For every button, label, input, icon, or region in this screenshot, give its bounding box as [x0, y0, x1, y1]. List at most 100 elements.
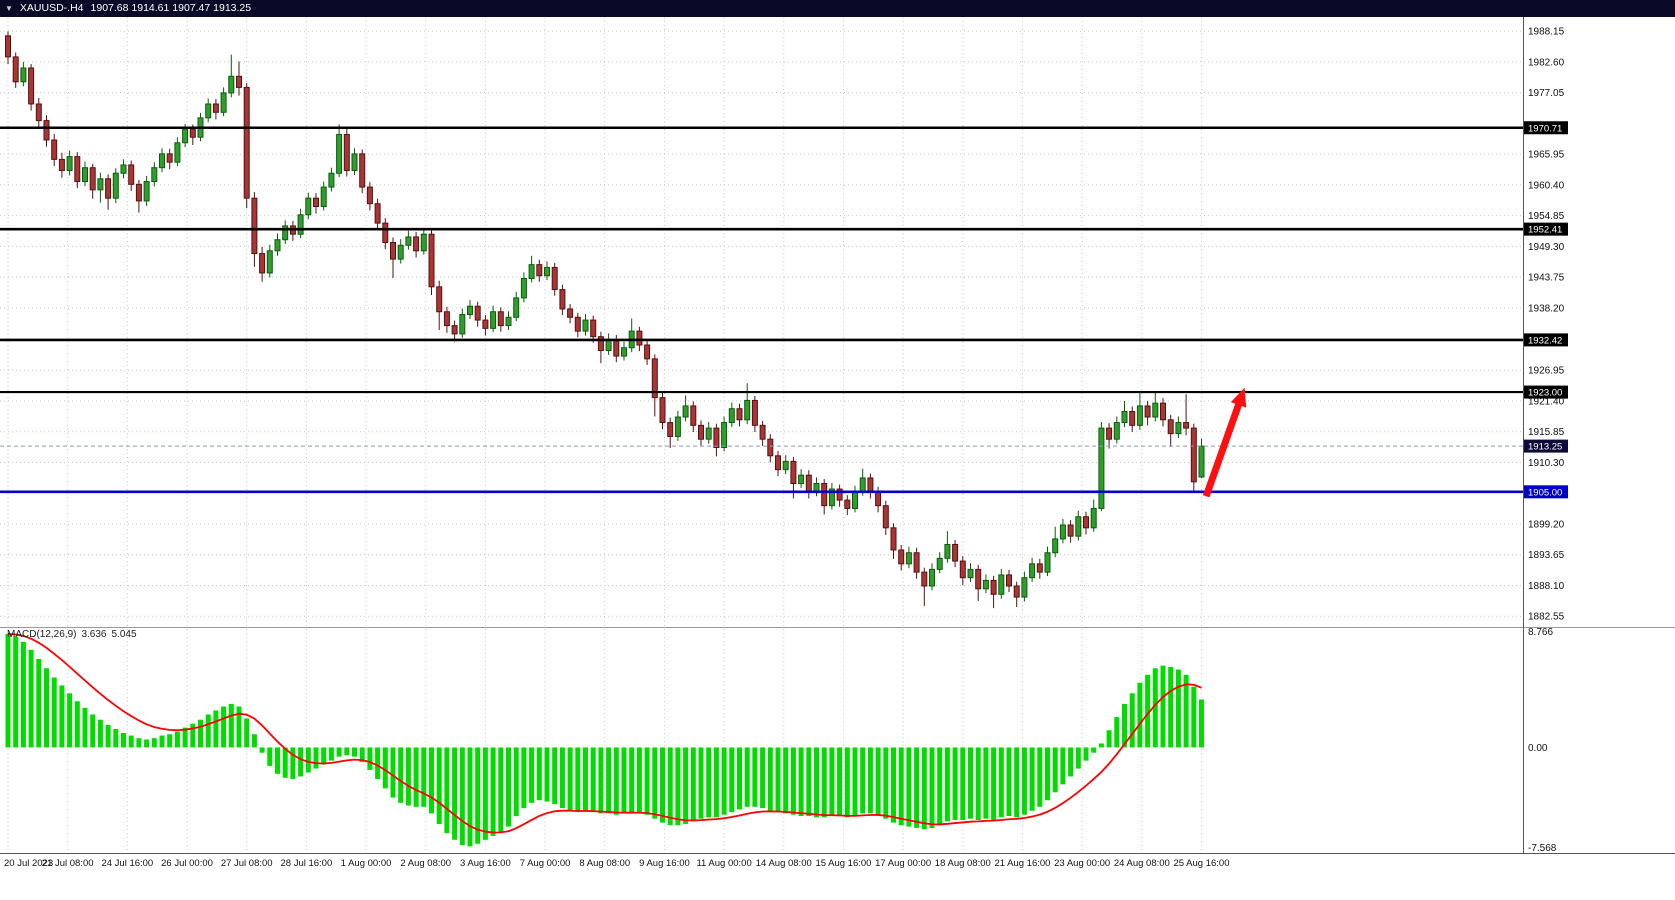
macd-bar — [837, 747, 843, 817]
candle-body — [982, 579, 989, 590]
candle-body — [1067, 524, 1074, 537]
macd-bar — [490, 747, 496, 836]
macd-bar — [467, 747, 473, 847]
macd-bar — [1168, 666, 1174, 748]
macd-bar — [1160, 665, 1166, 748]
macd-bar — [914, 747, 920, 828]
symbol-dropdown-icon[interactable]: ▼ — [5, 4, 13, 13]
candle-body — [1044, 552, 1051, 573]
candle-body — [12, 56, 19, 83]
candle-body — [913, 552, 920, 573]
time-axis-label: 8 Aug 08:00 — [579, 858, 630, 869]
macd-bar — [282, 747, 288, 778]
macd-bar — [436, 747, 442, 824]
time-axis-label: 26 Jul 00:00 — [161, 858, 213, 869]
time-axis-label: 9 Aug 16:00 — [639, 858, 690, 869]
candle-body — [659, 397, 666, 424]
trend-arrow[interactable] — [1202, 387, 1247, 498]
time-axis-label: 1 Aug 00:00 — [341, 858, 392, 869]
price-axis-label: 1965.95 — [1528, 150, 1565, 161]
candle-body — [513, 297, 520, 318]
macd-bar — [1014, 747, 1020, 818]
price-tag-text: 1952.41 — [1528, 225, 1562, 236]
macd-bar — [667, 747, 673, 826]
macd-bar — [975, 747, 981, 821]
candle-body — [467, 305, 473, 316]
time-axis-label: 27 Jul 08:00 — [221, 858, 273, 869]
time-axis-label: 23 Aug 00:00 — [1054, 858, 1110, 869]
macd-bar — [151, 738, 157, 748]
macd-axis-label: 8.766 — [1528, 627, 1553, 638]
macd-bar — [236, 706, 242, 748]
candle-body — [220, 92, 227, 113]
price-axis-label: 1949.30 — [1528, 242, 1565, 253]
candle-body — [35, 103, 42, 122]
candle-body — [1167, 419, 1174, 435]
candle-body — [1106, 427, 1113, 440]
ohlc-readout: 1907.68 1914.61 1907.47 1913.25 — [90, 2, 252, 14]
price-axis-label: 1954.85 — [1528, 211, 1565, 222]
macd-bar — [1045, 747, 1050, 801]
price-tag-box — [1524, 385, 1568, 399]
candle-body — [182, 128, 189, 144]
macd-axis-label: 0.00 — [1528, 743, 1548, 754]
candle-body — [382, 222, 389, 243]
macd-bar — [790, 747, 796, 815]
macd-bar — [97, 719, 103, 748]
candle-body — [597, 336, 604, 352]
candle-body — [212, 103, 219, 113]
macd-bar — [1037, 747, 1043, 807]
candle-body — [97, 178, 104, 191]
macd-bar — [906, 747, 912, 827]
candle-body — [320, 186, 327, 207]
macd-bar — [729, 747, 735, 813]
macd-bar — [375, 747, 381, 780]
macd-bar — [1152, 668, 1158, 748]
price-axis[interactable]: 1988.15 1982.60 1977.05 1965.95 1960.40 1954.… — [1528, 27, 1565, 854]
candle-body — [1198, 445, 1205, 478]
candle-body — [582, 319, 589, 332]
macd-bar — [1098, 743, 1104, 748]
macd-bar — [552, 747, 558, 805]
price-axis-label: 1926.95 — [1528, 366, 1565, 377]
macd-bar — [998, 747, 1004, 818]
price-tag-text: 1905.00 — [1528, 487, 1562, 498]
macd-bar — [20, 641, 26, 748]
time-axis-label: 21 Jul 08:00 — [42, 858, 94, 869]
candle-body — [313, 197, 319, 207]
macd-bar — [128, 735, 134, 748]
time-axis-label: 15 Aug 16:00 — [815, 858, 871, 869]
candle-body — [490, 311, 497, 329]
macd-bar — [67, 693, 73, 748]
candle-body — [1052, 538, 1059, 554]
candle-body — [359, 153, 366, 188]
macd-bar — [190, 723, 196, 748]
candle-body — [159, 153, 165, 169]
time-axis-label: 25 Aug 16:00 — [1174, 858, 1230, 869]
trend-arrow-shaft[interactable] — [1202, 394, 1245, 498]
candle-body — [397, 244, 404, 260]
candle-body — [728, 408, 735, 424]
macd-bar — [1021, 747, 1027, 815]
macd-bar — [36, 659, 42, 748]
macd-bar — [806, 747, 812, 817]
price-lines-layer[interactable] — [0, 126, 1523, 494]
macd-panel — [5, 633, 1204, 847]
macd-bar — [536, 747, 542, 801]
macd-bar — [421, 747, 427, 807]
candle-body — [151, 167, 158, 183]
macd-bar — [82, 707, 88, 748]
macd-bar — [690, 747, 696, 822]
price-axis-label: 1943.75 — [1528, 273, 1565, 284]
candle-body — [1175, 422, 1182, 435]
macd-bar — [413, 747, 419, 807]
time-axis-label: 28 Jul 16:00 — [280, 858, 332, 869]
price-tag-box — [1524, 333, 1568, 347]
candle-body — [66, 156, 73, 171]
trend-arrow-head[interactable] — [1230, 387, 1247, 408]
candle-body — [998, 574, 1005, 595]
macd-bar — [652, 747, 658, 819]
